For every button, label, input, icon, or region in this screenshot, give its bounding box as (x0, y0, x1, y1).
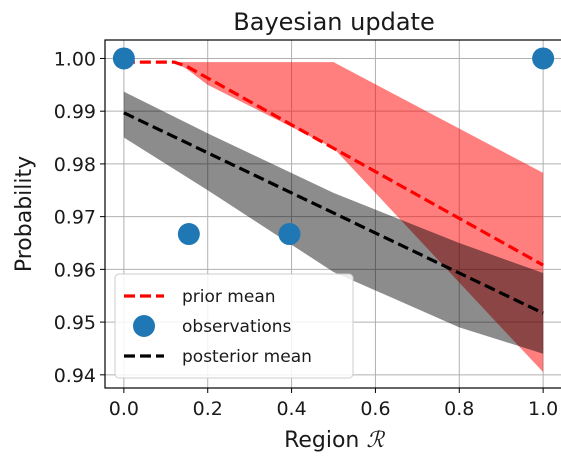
x-tick-label: 0.0 (109, 398, 139, 420)
x-axis-ticks: 0.0 0.2 0.4 0.6 0.8 1.0 (109, 388, 558, 420)
prior-band (123, 62, 544, 373)
prior-mean-line (123, 60, 544, 267)
observation-point (177, 223, 200, 246)
y-tick-label: 0.97 (54, 207, 96, 229)
y-tick-label: 0.96 (54, 259, 96, 281)
confidence-bands (123, 62, 544, 373)
observation-point (112, 47, 135, 70)
x-tick-label: 0.4 (276, 398, 306, 420)
posterior-band (123, 91, 544, 354)
y-tick-label: 0.98 (54, 154, 96, 176)
y-tick-label: 0.94 (54, 365, 96, 387)
x-tick-label: 0.2 (193, 398, 223, 420)
legend-posterior-mean-label: posterior mean (182, 347, 312, 367)
x-tick-label: 0.6 (360, 398, 390, 420)
x-axis-label: Region ℛ (284, 428, 385, 453)
legend: prior mean observations posterior mean (114, 273, 354, 379)
y-axis-ticks: 0.94 0.95 0.96 0.97 0.98 0.99 1.00 (54, 48, 105, 387)
y-axis-label: Probability (12, 156, 37, 272)
legend-observations-swatch (133, 315, 155, 337)
posterior-mean-line (123, 111, 544, 315)
legend-observations-label: observations (182, 317, 292, 337)
plot-frame (104, 39, 561, 389)
y-tick-label: 1.00 (54, 48, 96, 70)
legend-prior-mean-label: prior mean (182, 287, 276, 307)
x-tick-label: 0.8 (444, 398, 474, 420)
x-tick-label: 1.0 (528, 398, 558, 420)
mean-lines (123, 60, 544, 315)
legend-box (114, 273, 354, 379)
chart-title: Bayesian update (233, 8, 434, 36)
y-tick-label: 0.99 (54, 101, 96, 123)
observation-point (278, 223, 301, 246)
observation-markers (112, 47, 555, 246)
observation-point (532, 47, 555, 70)
y-tick-label: 0.95 (54, 312, 96, 334)
